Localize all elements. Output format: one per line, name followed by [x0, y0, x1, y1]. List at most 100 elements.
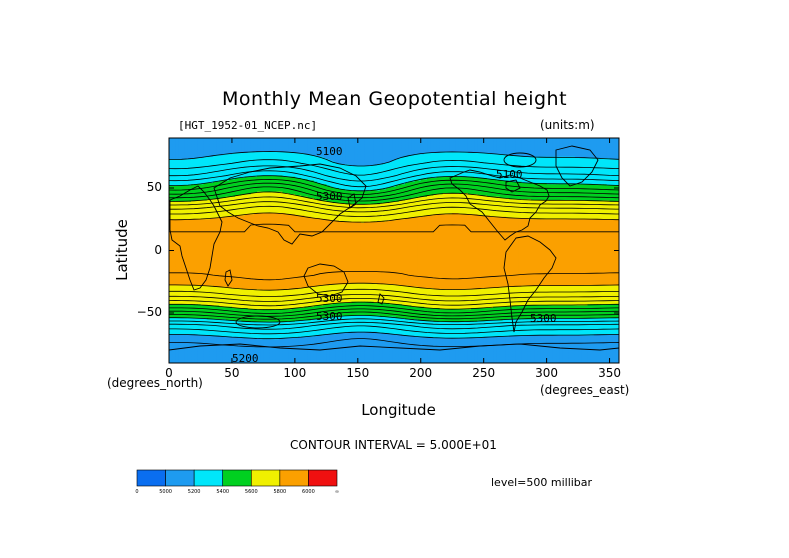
height-cell — [615, 139, 619, 142]
height-cell — [521, 141, 526, 144]
height-cell — [559, 144, 563, 147]
height-cell — [518, 150, 523, 153]
height-cell — [354, 148, 359, 150]
height-cell — [250, 151, 255, 154]
height-cell — [590, 153, 595, 155]
height-cell — [612, 154, 617, 157]
height-cell — [272, 139, 277, 142]
height-cell — [191, 140, 195, 143]
height-cell — [169, 153, 173, 155]
height-cell — [556, 149, 560, 152]
height-cell — [175, 138, 180, 140]
height-cell — [392, 155, 397, 158]
height-cell — [584, 150, 589, 153]
height-cell — [515, 140, 519, 143]
height-cell — [467, 146, 472, 149]
height-cell — [376, 139, 381, 142]
height-cell — [445, 146, 450, 149]
height-cell — [216, 150, 220, 153]
height-cell — [266, 155, 271, 158]
height-cell — [581, 143, 585, 145]
height-cell — [181, 146, 186, 149]
height-cell — [398, 150, 403, 153]
height-cell — [405, 149, 409, 152]
height-cell — [178, 138, 183, 140]
height-cell — [474, 141, 478, 144]
height-cell — [235, 143, 239, 145]
height-cell — [310, 155, 315, 158]
height-cell — [216, 155, 220, 158]
height-cell — [423, 138, 428, 140]
height-cell — [209, 139, 214, 142]
height-cell — [502, 153, 507, 155]
height-cell — [559, 138, 563, 140]
height-cell — [360, 155, 365, 158]
height-cell — [420, 154, 425, 157]
height-cell — [596, 145, 601, 148]
height-cell — [373, 151, 378, 154]
height-cell — [178, 146, 183, 149]
height-cell — [187, 155, 192, 158]
height-cell — [231, 148, 236, 150]
height-cell — [206, 150, 211, 153]
height-cell — [320, 145, 324, 148]
height-cell — [294, 150, 299, 153]
height-cell — [294, 144, 299, 147]
height-cell — [238, 139, 242, 142]
height-cell — [556, 151, 560, 154]
height-cell — [483, 144, 488, 147]
height-cell — [584, 144, 589, 147]
height-cell — [471, 153, 475, 155]
height-cell — [581, 144, 585, 147]
height-cell — [619, 146, 623, 148]
height-cell — [401, 145, 406, 148]
height-cell — [401, 148, 406, 150]
height-cell — [382, 150, 387, 153]
height-cell — [209, 143, 214, 145]
height-cell — [389, 150, 394, 153]
height-cell — [596, 141, 601, 144]
height-cell — [376, 145, 381, 148]
height-cell — [235, 153, 239, 155]
height-cell — [433, 146, 438, 149]
height-cell — [310, 144, 315, 147]
height-cell — [540, 138, 545, 140]
height-cell — [342, 155, 346, 158]
height-cell — [386, 144, 390, 147]
height-cell — [291, 139, 296, 142]
height-cell — [187, 149, 192, 152]
height-cell — [474, 144, 478, 147]
height-cell — [373, 155, 378, 158]
height-cell — [310, 149, 315, 152]
height-cell — [499, 140, 504, 143]
height-cell — [209, 151, 214, 154]
height-cell — [354, 140, 359, 143]
height-cell — [584, 140, 589, 143]
height-cell — [401, 139, 406, 142]
height-cell — [556, 144, 560, 147]
height-cell — [496, 143, 501, 145]
height-cell — [549, 153, 554, 155]
height-cell — [596, 138, 601, 140]
height-cell — [194, 141, 198, 144]
height-cell — [530, 138, 535, 140]
height-cell — [405, 153, 409, 155]
height-cell — [386, 154, 390, 157]
height-cell — [405, 151, 409, 154]
height-cell — [181, 144, 186, 147]
height-cell — [272, 146, 277, 149]
height-cell — [386, 143, 390, 145]
height-cell — [213, 138, 217, 140]
height-cell — [320, 155, 324, 158]
height-cell — [540, 140, 545, 143]
height-cell — [537, 153, 541, 155]
height-cell — [354, 151, 359, 154]
height-cell — [275, 139, 280, 142]
height-cell — [543, 141, 548, 144]
height-cell — [540, 150, 545, 153]
height-cell — [376, 141, 381, 144]
height-cell — [420, 139, 425, 142]
height-cell — [430, 144, 434, 147]
height-cell — [433, 140, 438, 143]
height-cell — [505, 140, 510, 143]
